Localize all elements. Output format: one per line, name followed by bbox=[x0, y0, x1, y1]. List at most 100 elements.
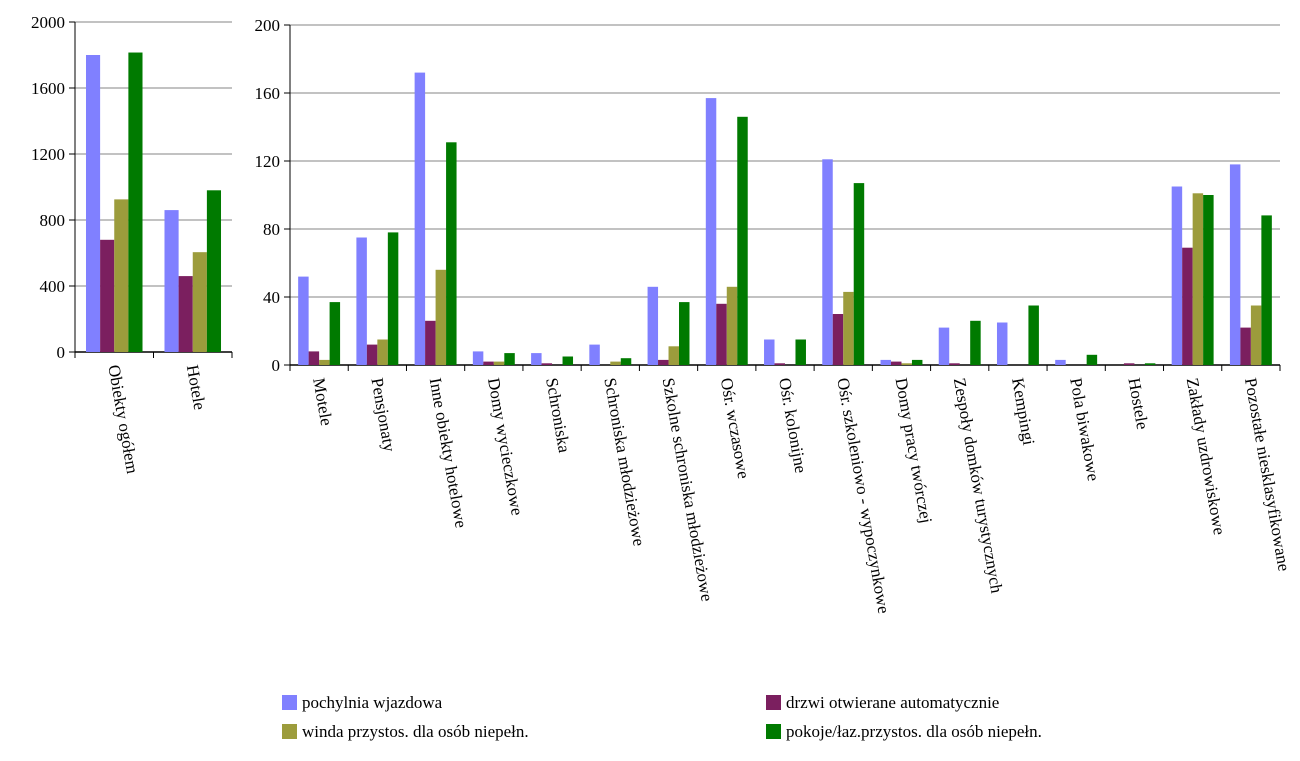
bar-pochylnia bbox=[589, 344, 600, 365]
bar-winda bbox=[843, 291, 854, 365]
bar-drzwi bbox=[658, 359, 669, 365]
legend-label: winda przystos. dla osób niepełn. bbox=[302, 722, 529, 741]
category-label: Hostele bbox=[1124, 376, 1152, 430]
legend-swatch-pochylnia bbox=[282, 695, 297, 710]
y-tick-label: 800 bbox=[40, 211, 66, 230]
bar-drzwi bbox=[483, 361, 494, 365]
legend: pochylnia wjazdowa drzwi otwierane automa… bbox=[282, 693, 1042, 741]
bar-winda bbox=[901, 363, 912, 365]
bar-pochylnia bbox=[472, 351, 484, 365]
bar-pochylnia bbox=[164, 210, 179, 352]
bar-pokoje bbox=[1144, 363, 1156, 365]
category-label: Inne obiekty hotelowe bbox=[426, 376, 471, 529]
y-tick-label: 200 bbox=[255, 16, 281, 35]
category-label: Hotele bbox=[183, 363, 210, 411]
legend-label: drzwi otwierane automatycznie bbox=[786, 693, 999, 712]
legend-swatch-drzwi bbox=[766, 695, 781, 710]
bar-pokoje bbox=[562, 356, 574, 365]
bar-pochylnia bbox=[996, 322, 1008, 365]
category-label: Schroniska bbox=[542, 376, 574, 454]
bar-pokoje bbox=[679, 302, 690, 365]
bar-drzwi bbox=[1182, 247, 1193, 365]
bar-winda bbox=[192, 252, 207, 352]
bar-pokoje bbox=[1086, 354, 1098, 365]
bar-winda bbox=[610, 361, 621, 365]
bar-winda bbox=[114, 199, 129, 352]
category-label: Zakłady uzdrowiskowe bbox=[1183, 376, 1229, 536]
bar-pokoje bbox=[1261, 215, 1272, 365]
legend-label: pochylnia wjazdowa bbox=[302, 693, 443, 712]
bar-pochylnia bbox=[356, 237, 367, 365]
bar-drzwi bbox=[425, 320, 436, 365]
legend-label: pokoje/łaz.przystos. dla osób niepełn. bbox=[786, 722, 1042, 741]
bar-drzwi bbox=[890, 361, 902, 365]
y-tick-label: 400 bbox=[40, 277, 66, 296]
category-label: Motele bbox=[309, 376, 336, 427]
bar-pochylnia bbox=[85, 55, 101, 352]
bar-winda bbox=[726, 286, 738, 365]
bar-drzwi bbox=[716, 303, 727, 365]
category-label: Ośr. kolonijne bbox=[775, 376, 810, 474]
bar-pokoje bbox=[446, 142, 457, 365]
bar-drzwi bbox=[1240, 327, 1251, 365]
bar-pochylnia bbox=[764, 339, 775, 365]
bar-pokoje bbox=[970, 320, 981, 365]
y-tick-label: 0 bbox=[57, 343, 66, 362]
y-tick-label: 0 bbox=[272, 356, 281, 375]
bar-pokoje bbox=[128, 52, 143, 353]
category-label: Zespoły domków turystycznych bbox=[950, 376, 1007, 595]
y-tick-label: 1200 bbox=[31, 145, 65, 164]
category-label: Ośr. szkoleniowo - wypoczynkowe bbox=[833, 376, 893, 615]
bar-pokoje bbox=[329, 302, 341, 365]
bar-drzwi bbox=[1123, 363, 1135, 365]
bar-pochylnia bbox=[531, 353, 542, 365]
bar-pochylnia bbox=[1055, 359, 1066, 365]
bar-pochylnia bbox=[298, 276, 309, 365]
bar-drzwi bbox=[366, 344, 378, 365]
bar-winda bbox=[1192, 193, 1204, 365]
bar-pochylnia bbox=[880, 359, 891, 365]
y-tick-label: 120 bbox=[255, 152, 281, 171]
y-tick-label: 2000 bbox=[31, 13, 65, 32]
bar-pokoje bbox=[620, 358, 632, 365]
category-label: Ośr. wczasowe bbox=[717, 376, 753, 480]
bar-drzwi bbox=[308, 351, 320, 365]
bar-pochylnia bbox=[1229, 164, 1241, 365]
bar-pochylnia bbox=[647, 286, 659, 365]
y-tick-label: 160 bbox=[255, 84, 281, 103]
bar-pochylnia bbox=[414, 72, 426, 365]
bar-pokoje bbox=[795, 339, 806, 365]
category-label: Pola biwakowe bbox=[1066, 376, 1103, 482]
bar-winda bbox=[319, 359, 330, 365]
category-label: Obiekty ogółem bbox=[104, 363, 142, 475]
y-tick-label: 40 bbox=[263, 288, 280, 307]
bar-pokoje bbox=[504, 353, 515, 365]
bar-pokoje bbox=[206, 190, 222, 352]
y-tick-label: 1600 bbox=[31, 79, 65, 98]
bar-drzwi bbox=[178, 276, 193, 352]
bar-winda bbox=[377, 339, 388, 365]
bar-winda bbox=[493, 361, 505, 365]
left-chart: 0 400 800 1200 1600 2000 Obiekty ogółem Hotele bbox=[31, 13, 233, 475]
bar-pochylnia bbox=[1171, 186, 1183, 365]
bar-pokoje bbox=[911, 359, 923, 365]
bar-pokoje bbox=[1028, 305, 1039, 365]
y-tick-label: 80 bbox=[263, 220, 280, 239]
bar-pokoje bbox=[737, 116, 748, 365]
bar-pochylnia bbox=[822, 159, 833, 365]
category-label: Schroniska młodzieżowe bbox=[600, 376, 648, 547]
bar-pokoje bbox=[387, 232, 399, 365]
category-label: Kempingi bbox=[1008, 376, 1039, 447]
category-label: Domy pracy twórczej bbox=[892, 376, 936, 524]
legend-swatch-winda bbox=[282, 724, 297, 739]
bar-winda bbox=[1250, 305, 1262, 365]
bar-pochylnia bbox=[705, 98, 717, 365]
category-label: Szkolne schroniska młodzieżowe bbox=[659, 376, 717, 602]
bar-drzwi bbox=[949, 363, 960, 365]
legend-swatch-pokoje bbox=[766, 724, 781, 739]
bar-winda bbox=[435, 269, 447, 365]
bar-drzwi bbox=[100, 239, 115, 352]
bar-winda bbox=[668, 346, 680, 365]
